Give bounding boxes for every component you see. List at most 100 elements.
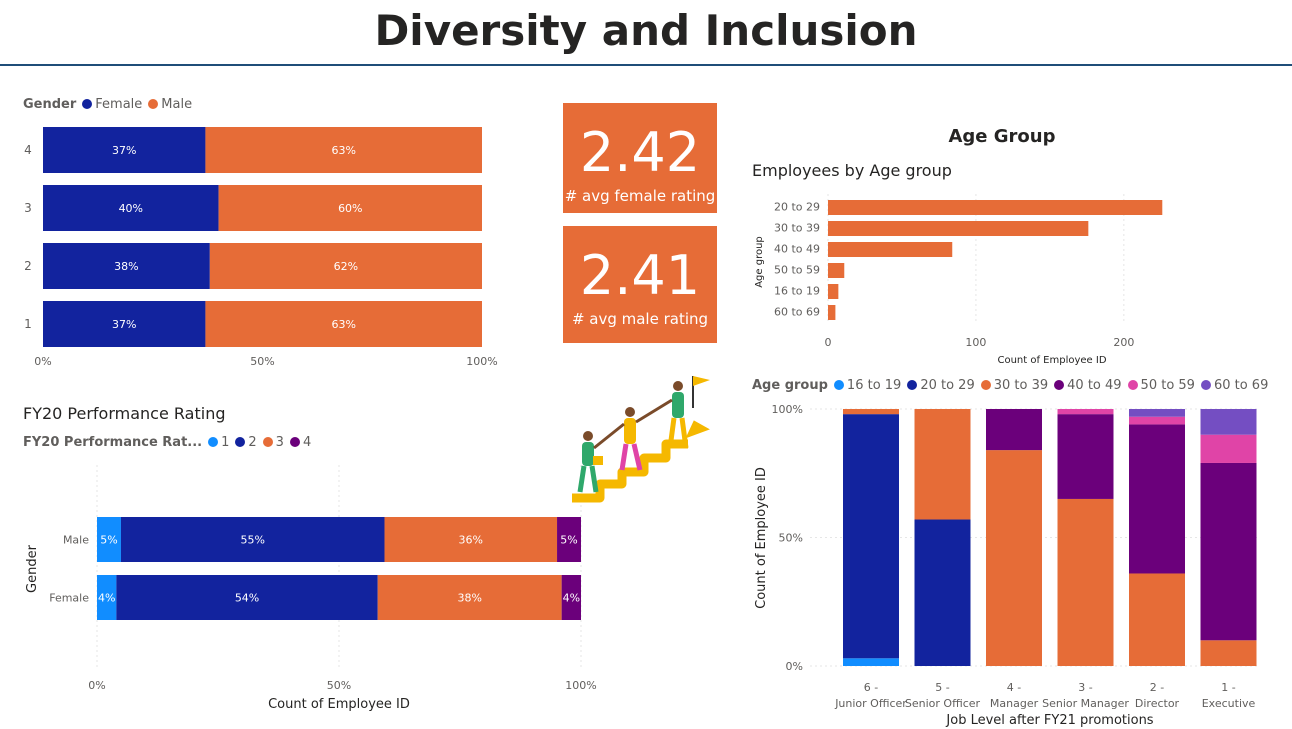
age-30-39-legend-dot-icon <box>980 380 991 390</box>
joblevel-bar-age-20-to-29[interactable] <box>843 414 899 659</box>
perf-bar-rating-2[interactable] <box>116 575 378 620</box>
joblevel-bar-age-50-to-59[interactable] <box>1200 434 1257 463</box>
kpi-female-card[interactable]: 2.42 # avg female rating <box>563 103 717 213</box>
joblevel-bar-age-30-to-39[interactable] <box>843 409 899 415</box>
fy20-performance-chart-title: FY20 Performance Rating <box>23 404 226 423</box>
joblevel-bar-age-16-to-19[interactable] <box>843 658 899 666</box>
age-group-legend-title: Age group <box>752 378 828 393</box>
joblevel-bar-age-30-to-39[interactable] <box>986 450 1042 666</box>
joblevel-bar-age-30-to-39[interactable] <box>1200 640 1257 666</box>
page-title: Diversity and Inclusion <box>374 6 918 55</box>
joblevel-bar-age-40-to-49[interactable] <box>1129 424 1185 574</box>
joblevel-y-tick: 0% <box>786 660 803 673</box>
joblevel-category-label: 6 -Junior Officer <box>834 681 907 710</box>
age-bar[interactable] <box>828 242 953 257</box>
gender-data-label: 40% <box>119 202 143 215</box>
perf-bar-rating-2[interactable] <box>120 517 385 562</box>
joblevel-y-tick: 50% <box>779 532 803 545</box>
kpi-male-card[interactable]: 2.41 # avg male rating <box>563 226 717 343</box>
age-category-label: 60 to 69 <box>774 306 820 319</box>
joblevel-bar-age-40-to-49[interactable] <box>1200 462 1257 641</box>
joblevel-bar-age-30-to-39[interactable] <box>1057 498 1114 666</box>
gender-bar-male[interactable] <box>209 243 482 289</box>
joblevel-bar-age-20-to-29[interactable] <box>914 519 971 666</box>
perf-bar-rating-4[interactable] <box>561 575 581 620</box>
age-bar[interactable] <box>828 221 1089 236</box>
age-group-legend[interactable]: Age group 16 to 19 20 to 29 30 to 39 40 to 4… <box>752 378 1268 393</box>
gender-bar-male[interactable] <box>205 301 482 347</box>
male-legend-label: Male <box>161 97 193 112</box>
joblevel-bar-age-40-to-49[interactable] <box>1057 414 1114 499</box>
joblevel-bar-age-30-to-39[interactable] <box>1129 573 1185 666</box>
perf-data-label: 4% <box>98 592 115 605</box>
perf-bar-rating-4[interactable] <box>557 517 581 562</box>
gender-bar-male[interactable] <box>218 185 482 231</box>
joblevel-bar-age-30-to-39[interactable] <box>914 409 971 520</box>
age-30-39-legend-label: 30 to 39 <box>993 378 1049 393</box>
age-x-tick: 200 <box>1113 336 1134 349</box>
employees-by-age-group-chart[interactable]: 20 to 29 30 to 39 40 to 49 50 to 59 16 to 19… <box>745 188 1265 368</box>
age-60-69-legend-label: 60 to 69 <box>1213 378 1269 393</box>
age-category-label: 40 to 49 <box>774 243 820 256</box>
gender-bar-female[interactable] <box>43 127 206 173</box>
gender-data-label: 37% <box>112 144 136 157</box>
age-20-29-legend-label: 20 to 29 <box>920 378 975 393</box>
perf-bar-rating-3[interactable] <box>377 575 562 620</box>
gender-bar-female[interactable] <box>43 243 210 289</box>
perf-y-axis-title: Gender <box>25 544 40 593</box>
age-40-49-legend-dot-icon <box>1054 380 1065 390</box>
age-bar[interactable] <box>828 305 836 320</box>
joblevel-y-axis-title: Count of Employee ID <box>754 467 769 609</box>
joblevel-bar-age-50-to-59[interactable] <box>1057 409 1114 415</box>
age-bar[interactable] <box>828 263 845 278</box>
age-group-chart-title: Employees by Age group <box>752 161 952 180</box>
gender-legend[interactable]: Gender Female Male <box>23 97 192 112</box>
joblevel-x-axis-title: Job Level after FY21 promotions <box>945 713 1153 728</box>
rating-4-legend-label: 4 <box>302 435 312 450</box>
perf-category-label: Male <box>63 534 89 547</box>
perf-bar-rating-1[interactable] <box>97 575 117 620</box>
age-x-tick: 100 <box>965 336 986 349</box>
fy20-performance-legend[interactable]: FY20 Performance Rat... 1 2 3 4 <box>23 435 311 450</box>
gender-bar-female[interactable] <box>43 301 206 347</box>
gender-x-tick: 0% <box>34 355 51 368</box>
joblevel-bar-age-50-to-59[interactable] <box>1129 416 1185 425</box>
joblevel-category-label: 2 -Director <box>1135 681 1180 710</box>
perf-data-label: 55% <box>241 534 265 547</box>
joblevel-bar-age-40-to-49[interactable] <box>986 409 1042 451</box>
age-16-19-legend-dot-icon <box>833 380 844 390</box>
age-x-axis-title: Count of Employee ID <box>997 355 1106 366</box>
rating-axis-label: 2 <box>24 259 32 273</box>
male-legend-dot-icon <box>148 99 159 109</box>
joblevel-y-tick: 100% <box>772 403 803 416</box>
fy20-performance-chart[interactable]: Male 5% 55% 36% 5% Female 4% 54% 38% 4% 0% 50% 100% C… <box>0 455 620 720</box>
female-legend-label: Female <box>95 97 143 112</box>
perf-x-tick: 0% <box>88 679 105 692</box>
people-climbing-stairs-icon <box>572 376 710 503</box>
perf-bar-rating-1[interactable] <box>97 517 121 562</box>
perf-bar-rating-3[interactable] <box>384 517 558 562</box>
kpi-female-label: # avg female rating <box>564 187 716 205</box>
gender-bar-male[interactable] <box>205 127 482 173</box>
perf-data-label: 54% <box>235 592 259 605</box>
age-bar[interactable] <box>828 200 1163 215</box>
gender-data-label: 62% <box>334 260 358 273</box>
rating-axis-label: 4 <box>24 143 32 157</box>
joblevel-category-label: 3 -Senior Manager <box>1042 681 1129 710</box>
fy20-legend-title: FY20 Performance Rat... <box>23 435 203 450</box>
joblevel-bar-age-60-to-69[interactable] <box>1200 409 1257 435</box>
rating-2-legend-label: 2 <box>248 435 257 450</box>
age-50-59-legend-label: 50 to 59 <box>1140 378 1195 393</box>
perf-data-label: 5% <box>560 534 577 547</box>
joblevel-bar-age-60-to-69[interactable] <box>1129 409 1185 417</box>
age-20-29-legend-dot-icon <box>907 380 918 390</box>
age-50-59-legend-dot-icon <box>1127 380 1138 390</box>
gender-bar-female[interactable] <box>43 185 219 231</box>
age-bar[interactable] <box>828 284 839 299</box>
gender-by-rating-chart[interactable]: 4 37% 63% 3 40% 60% 2 38% 62% 1 37% 63% 0% 50% 100% <box>0 118 530 373</box>
perf-data-label: 4% <box>563 592 580 605</box>
joblevel-category-label: 4 -Manager <box>990 681 1039 710</box>
title-divider <box>0 64 1292 66</box>
rating-4-legend-dot-icon <box>289 437 300 447</box>
